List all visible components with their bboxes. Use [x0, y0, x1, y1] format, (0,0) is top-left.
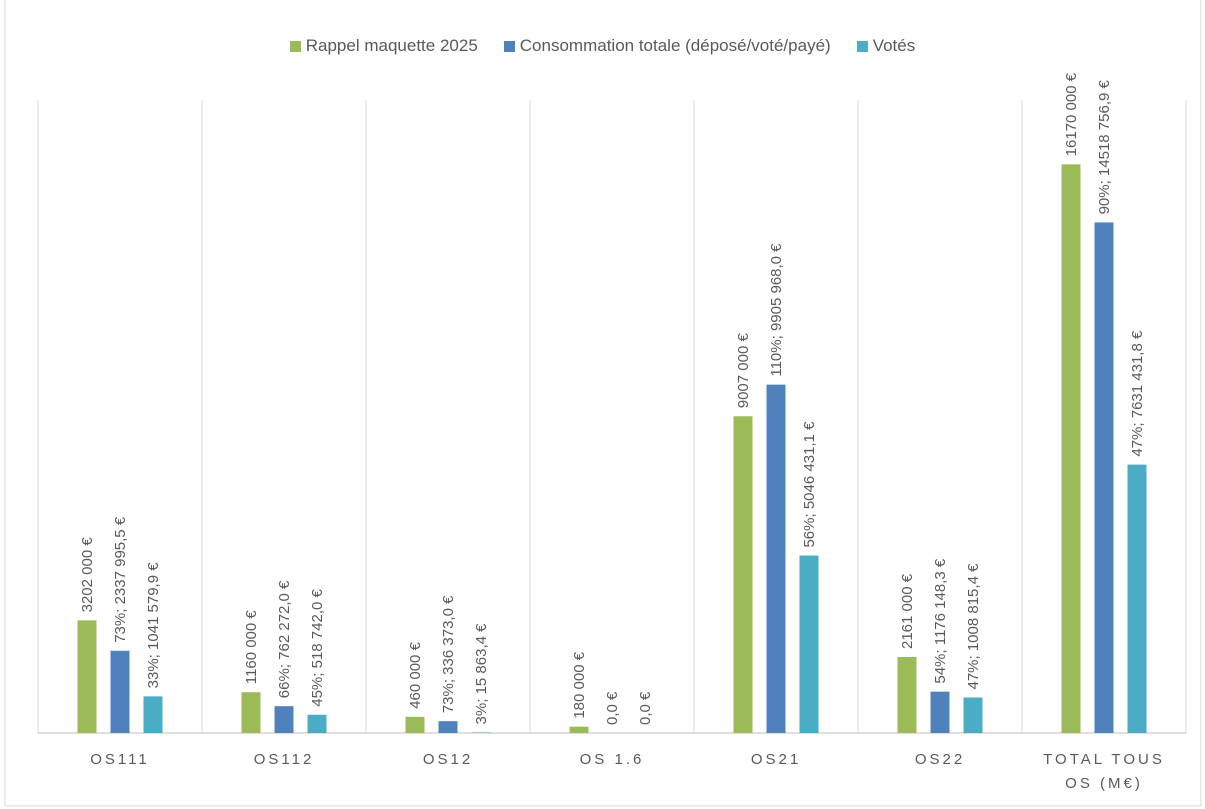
bar: [405, 716, 425, 733]
legend-label: Votés: [872, 36, 916, 55]
bar: [307, 714, 327, 733]
data-label: 3%; 15 863,4 €: [473, 623, 490, 725]
bar: [930, 691, 950, 733]
legend-item: Rappel maquette 2025: [289, 36, 478, 56]
data-label: 110%; 9905 968,0 €: [768, 243, 785, 377]
legend-item: Votés: [856, 36, 916, 56]
legend-swatch: [856, 40, 868, 52]
bar: [110, 650, 130, 733]
bar: [77, 620, 97, 733]
legend-label: Consommation totale (déposé/voté/payé): [519, 36, 831, 55]
bar: [799, 555, 819, 733]
x-tick-label: OS21: [750, 751, 802, 768]
data-label: 47%; 7631 431,8 €: [1129, 330, 1146, 457]
data-label: 0,0 €: [604, 691, 621, 725]
bar: [766, 384, 786, 733]
data-label: 3202 000 €: [79, 537, 96, 613]
legend-swatch: [503, 40, 515, 52]
chart-border: [4, 0, 1202, 807]
data-label: 45%; 518 742,0 €: [309, 589, 326, 707]
bar: [438, 721, 458, 733]
data-label: 16170 000 €: [1063, 72, 1080, 156]
x-tick-label: OS112: [253, 751, 315, 768]
data-label: 73%; 336 373,0 €: [440, 595, 457, 713]
data-label: 180 000 €: [571, 651, 588, 718]
data-label: 73%; 2337 995,5 €: [112, 516, 129, 643]
x-tick-label: OS111: [90, 751, 150, 768]
data-label: 0,0 €: [637, 691, 654, 725]
data-label: 54%; 1176 148,3 €: [932, 558, 949, 683]
bar: [1061, 164, 1081, 734]
bar: [1127, 464, 1147, 733]
x-tick-label: TOTAL TOUS OS (M€): [1043, 751, 1165, 792]
data-label: 1160 000 €: [243, 610, 260, 685]
data-label: 56%; 5046 431,1 €: [801, 421, 818, 548]
data-label: 460 000 €: [407, 641, 424, 708]
bar: [569, 726, 589, 733]
bar: [1094, 222, 1114, 734]
data-label: 33%; 1041 579,9 €: [145, 562, 162, 689]
bar: [274, 706, 294, 733]
legend-swatch: [289, 40, 301, 52]
x-tick-label: OS12: [422, 751, 474, 768]
x-tick-label: OS 1.6: [579, 751, 645, 768]
legend: Rappel maquette 2025 Consommation totale …: [0, 36, 1205, 56]
legend-label: Rappel maquette 2025: [305, 36, 478, 55]
bar: [143, 696, 163, 733]
data-label: 9007 000 €: [735, 333, 752, 409]
data-label: 90%; 14518 756,9 €: [1096, 79, 1113, 214]
legend-item: Consommation totale (déposé/voté/payé): [503, 36, 831, 56]
x-tick-label: OS22: [914, 751, 966, 768]
data-label: 66%; 762 272,0 €: [276, 580, 293, 698]
bar: [471, 732, 491, 733]
bar: [733, 416, 753, 733]
bar: [963, 697, 983, 733]
bar: [897, 657, 917, 733]
data-label: 2161 000 €: [899, 573, 916, 649]
bar: [241, 692, 261, 733]
data-label: 47%; 1008 815,4 €: [965, 563, 982, 690]
